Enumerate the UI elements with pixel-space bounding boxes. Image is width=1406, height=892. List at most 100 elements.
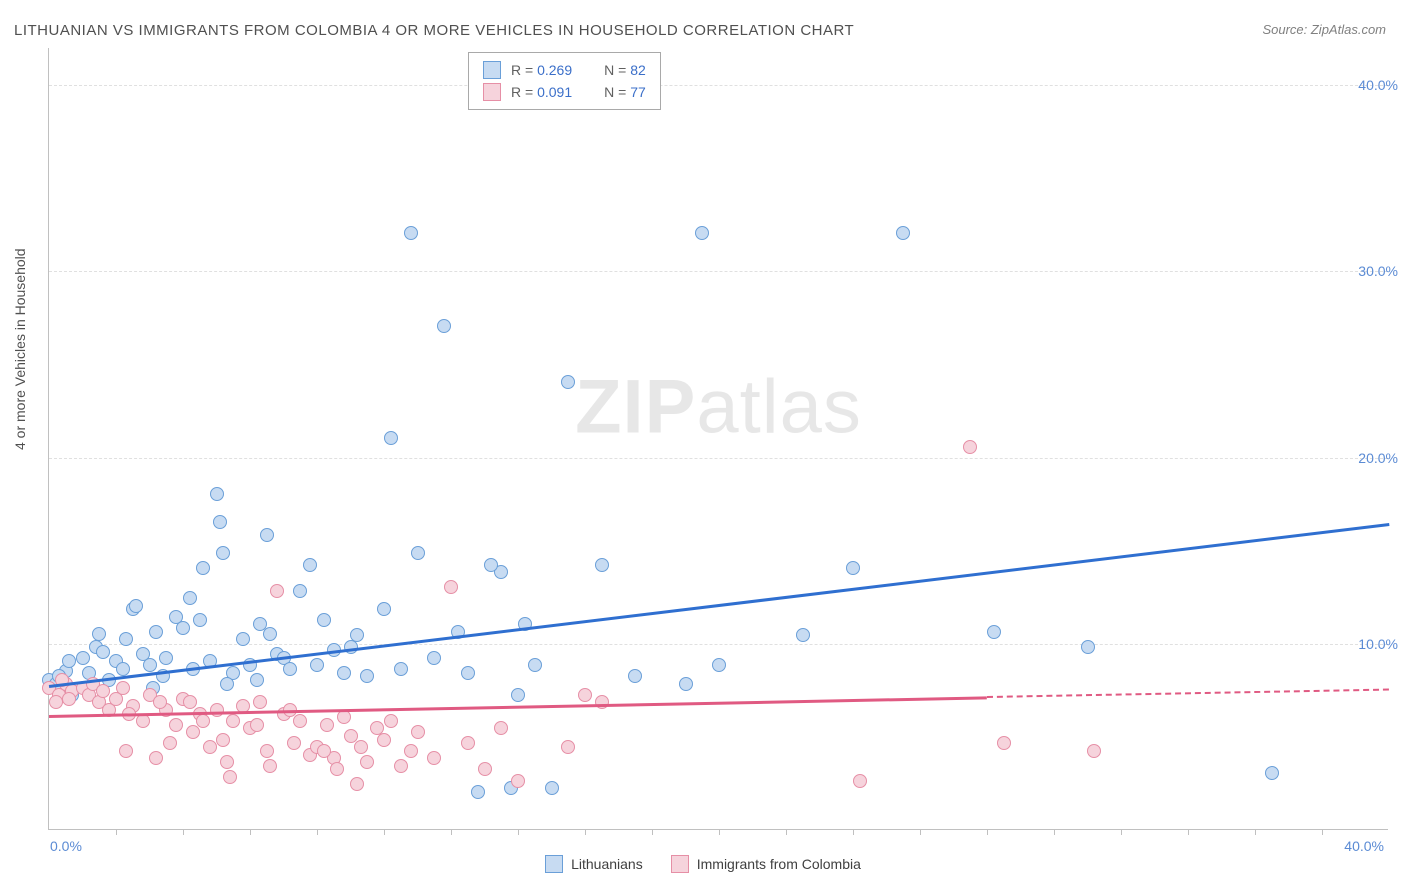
n-stat: N = 77 [604, 84, 646, 100]
scatter-point [129, 599, 143, 613]
scatter-point [223, 770, 237, 784]
scatter-point [62, 692, 76, 706]
scatter-point [236, 632, 250, 646]
scatter-point [796, 628, 810, 642]
scatter-point [116, 681, 130, 695]
x-tick-mark [786, 829, 787, 835]
scatter-point [253, 695, 267, 709]
x-tick-mark [116, 829, 117, 835]
scatter-point [213, 515, 227, 529]
legend-swatch [545, 855, 563, 873]
scatter-point [210, 487, 224, 501]
x-tick-mark [250, 829, 251, 835]
legend-swatch [671, 855, 689, 873]
scatter-point [411, 546, 425, 560]
scatter-point [377, 733, 391, 747]
scatter-point [853, 774, 867, 788]
scatter-point [437, 319, 451, 333]
scatter-point [360, 669, 374, 683]
scatter-point [578, 688, 592, 702]
scatter-point [183, 695, 197, 709]
scatter-point [896, 226, 910, 240]
scatter-point [360, 755, 374, 769]
scatter-point [478, 762, 492, 776]
scatter-point [49, 695, 63, 709]
scatter-point [963, 440, 977, 454]
scatter-point [149, 751, 163, 765]
watermark: ZIPatlas [575, 364, 862, 451]
scatter-point [220, 677, 234, 691]
scatter-point [263, 627, 277, 641]
scatter-point [471, 785, 485, 799]
scatter-point [183, 591, 197, 605]
gridline [49, 458, 1388, 459]
scatter-point [846, 561, 860, 575]
scatter-point [377, 602, 391, 616]
scatter-point [1087, 744, 1101, 758]
scatter-point [119, 744, 133, 758]
x-tick-mark [1121, 829, 1122, 835]
scatter-point [1081, 640, 1095, 654]
legend-row: R = 0.269N = 82 [483, 59, 646, 81]
scatter-point [545, 781, 559, 795]
scatter-point [494, 721, 508, 735]
scatter-point [394, 759, 408, 773]
scatter-point [250, 718, 264, 732]
scatter-point [317, 744, 331, 758]
scatter-point [216, 546, 230, 560]
trend-line [987, 688, 1389, 697]
scatter-point [293, 714, 307, 728]
y-tick-label: 30.0% [1358, 263, 1398, 279]
r-stat: R = 0.091 [511, 84, 572, 100]
scatter-point [384, 431, 398, 445]
scatter-point [149, 625, 163, 639]
scatter-point [196, 561, 210, 575]
scatter-point [226, 714, 240, 728]
x-tick-mark [1255, 829, 1256, 835]
scatter-point [119, 632, 133, 646]
legend-label: Lithuanians [571, 856, 643, 872]
scatter-point [330, 762, 344, 776]
scatter-point [561, 375, 575, 389]
x-tick-mark [853, 829, 854, 835]
scatter-point [220, 755, 234, 769]
scatter-plot-area: ZIPatlas [48, 48, 1388, 830]
scatter-point [76, 651, 90, 665]
scatter-point [263, 759, 277, 773]
x-tick-mark [585, 829, 586, 835]
scatter-point [196, 714, 210, 728]
scatter-point [987, 625, 1001, 639]
scatter-point [404, 744, 418, 758]
x-tick-mark [652, 829, 653, 835]
x-tick-mark [920, 829, 921, 835]
scatter-point [561, 740, 575, 754]
source-attribution: Source: ZipAtlas.com [1262, 22, 1386, 37]
x-axis-min-label: 0.0% [50, 838, 82, 854]
scatter-point [287, 736, 301, 750]
scatter-point [511, 688, 525, 702]
scatter-point [96, 684, 110, 698]
scatter-point [595, 695, 609, 709]
scatter-point [176, 621, 190, 635]
x-tick-mark [1188, 829, 1189, 835]
x-axis-max-label: 40.0% [1344, 838, 1384, 854]
y-tick-label: 40.0% [1358, 77, 1398, 93]
gridline [49, 644, 1388, 645]
legend-item: Lithuanians [545, 855, 643, 873]
scatter-point [595, 558, 609, 572]
scatter-point [461, 736, 475, 750]
scatter-point [350, 777, 364, 791]
scatter-point [186, 725, 200, 739]
gridline [49, 271, 1388, 272]
y-tick-label: 10.0% [1358, 636, 1398, 652]
scatter-point [260, 744, 274, 758]
scatter-point [210, 703, 224, 717]
chart-container: LITHUANIAN VS IMMIGRANTS FROM COLOMBIA 4… [0, 0, 1406, 892]
x-tick-mark [183, 829, 184, 835]
scatter-point [320, 718, 334, 732]
scatter-point [337, 710, 351, 724]
scatter-point [394, 662, 408, 676]
legend-swatch [483, 83, 501, 101]
x-tick-mark [987, 829, 988, 835]
gridline [49, 85, 1388, 86]
